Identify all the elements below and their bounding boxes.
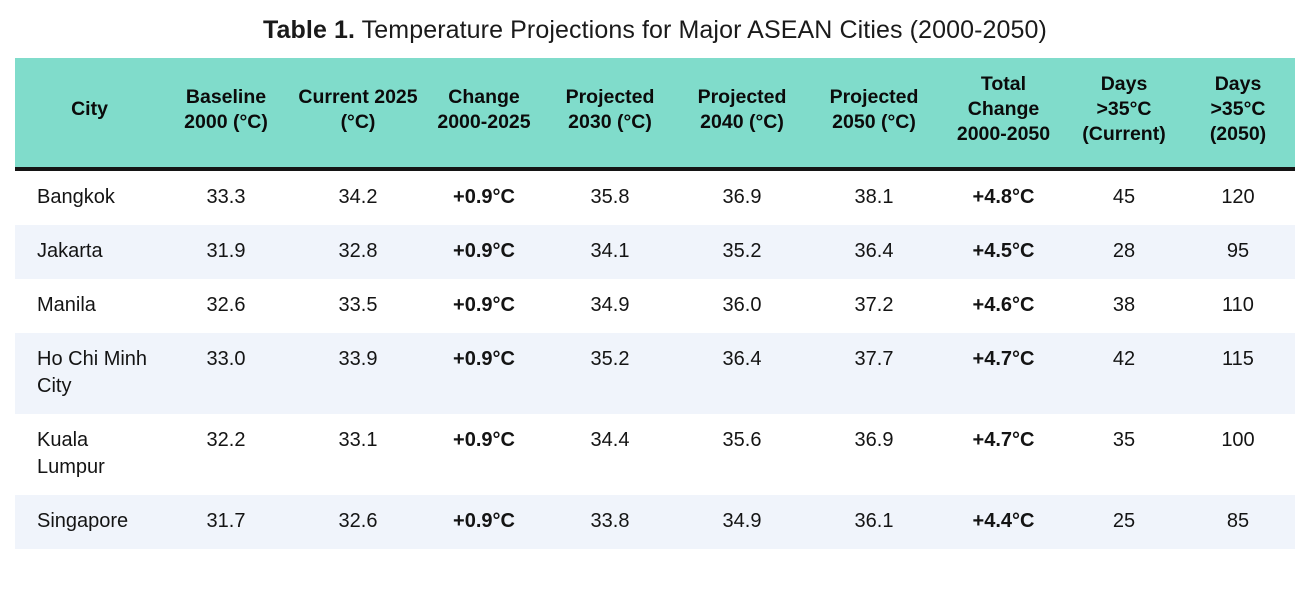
cell-baseline-2000: 32.2: [160, 414, 292, 495]
cell-change-2000-2025: +0.9°C: [424, 225, 544, 279]
cell-baseline-2000: 32.6: [160, 279, 292, 333]
table-row: Ho Chi Minh City 33.0 33.9 +0.9°C 35.2 3…: [15, 333, 1295, 414]
cell-projected-2050: 36.1: [808, 495, 940, 549]
column-header-total-change-2000-2050: Total Change 2000-2050: [940, 58, 1067, 169]
cell-projected-2030: 34.4: [544, 414, 676, 495]
cell-projected-2030: 35.2: [544, 333, 676, 414]
cell-total-change: +4.7°C: [940, 333, 1067, 414]
cell-total-change: +4.8°C: [940, 169, 1067, 225]
cell-current-2025: 34.2: [292, 169, 424, 225]
table-title-text: Temperature Projections for Major ASEAN …: [355, 16, 1047, 44]
cell-change-2000-2025: +0.9°C: [424, 414, 544, 495]
table-row: Jakarta 31.9 32.8 +0.9°C 34.1 35.2 36.4 …: [15, 225, 1295, 279]
cell-projected-2040: 35.6: [676, 414, 808, 495]
cell-projected-2040: 34.9: [676, 495, 808, 549]
cell-baseline-2000: 31.7: [160, 495, 292, 549]
table-row: Manila 32.6 33.5 +0.9°C 34.9 36.0 37.2 +…: [15, 279, 1295, 333]
column-header-projected-2050: Projected 2050 (°C): [808, 58, 940, 169]
cell-days-above-35-current: 38: [1067, 279, 1181, 333]
cell-total-change: +4.7°C: [940, 414, 1067, 495]
cell-current-2025: 33.5: [292, 279, 424, 333]
cell-days-above-35-2050: 85: [1181, 495, 1295, 549]
cell-projected-2040: 36.4: [676, 333, 808, 414]
table-row: Bangkok 33.3 34.2 +0.9°C 35.8 36.9 38.1 …: [15, 169, 1295, 225]
cell-city: Bangkok: [15, 169, 160, 225]
cell-total-change: +4.4°C: [940, 495, 1067, 549]
cell-projected-2040: 35.2: [676, 225, 808, 279]
cell-days-above-35-current: 25: [1067, 495, 1181, 549]
cell-city: Jakarta: [15, 225, 160, 279]
cell-days-above-35-current: 42: [1067, 333, 1181, 414]
table-header: City Baseline 2000 (°C) Current 2025 (°C…: [15, 58, 1295, 169]
cell-baseline-2000: 31.9: [160, 225, 292, 279]
cell-baseline-2000: 33.3: [160, 169, 292, 225]
column-header-city: City: [15, 58, 160, 169]
cell-change-2000-2025: +0.9°C: [424, 495, 544, 549]
table-caption: Table 1. Temperature Projections for Maj…: [0, 0, 1310, 58]
cell-days-above-35-2050: 110: [1181, 279, 1295, 333]
cell-days-above-35-2050: 115: [1181, 333, 1295, 414]
cell-current-2025: 32.6: [292, 495, 424, 549]
table-row: Kuala Lumpur 32.2 33.1 +0.9°C 34.4 35.6 …: [15, 414, 1295, 495]
table-number-label: Table 1.: [263, 16, 356, 44]
cell-change-2000-2025: +0.9°C: [424, 169, 544, 225]
cell-city: Singapore: [15, 495, 160, 549]
cell-current-2025: 33.1: [292, 414, 424, 495]
column-header-projected-2040: Projected 2040 (°C): [676, 58, 808, 169]
column-header-days-above-35-current: Days >35°C (Current): [1067, 58, 1181, 169]
cell-projected-2050: 36.4: [808, 225, 940, 279]
cell-days-above-35-current: 35: [1067, 414, 1181, 495]
page-title: Table 1. Temperature Projections for Maj…: [0, 14, 1310, 46]
cell-projected-2030: 34.1: [544, 225, 676, 279]
cell-current-2025: 33.9: [292, 333, 424, 414]
cell-total-change: +4.5°C: [940, 225, 1067, 279]
cell-projected-2050: 37.7: [808, 333, 940, 414]
table-row: Singapore 31.7 32.6 +0.9°C 33.8 34.9 36.…: [15, 495, 1295, 549]
cell-days-above-35-current: 28: [1067, 225, 1181, 279]
cell-projected-2030: 33.8: [544, 495, 676, 549]
cell-projected-2030: 35.8: [544, 169, 676, 225]
column-header-days-above-35-2050: Days >35°C (2050): [1181, 58, 1295, 169]
cell-city: Ho Chi Minh City: [15, 333, 160, 414]
cell-projected-2050: 37.2: [808, 279, 940, 333]
cell-projected-2050: 36.9: [808, 414, 940, 495]
column-header-change-2000-2025: Change 2000-2025: [424, 58, 544, 169]
cell-projected-2040: 36.9: [676, 169, 808, 225]
cell-current-2025: 32.8: [292, 225, 424, 279]
table-container: City Baseline 2000 (°C) Current 2025 (°C…: [15, 58, 1295, 549]
cell-projected-2040: 36.0: [676, 279, 808, 333]
column-header-current-2025: Current 2025 (°C): [292, 58, 424, 169]
cell-baseline-2000: 33.0: [160, 333, 292, 414]
table-body: Bangkok 33.3 34.2 +0.9°C 35.8 36.9 38.1 …: [15, 169, 1295, 549]
column-header-projected-2030: Projected 2030 (°C): [544, 58, 676, 169]
temperature-projections-table: City Baseline 2000 (°C) Current 2025 (°C…: [15, 58, 1295, 549]
cell-change-2000-2025: +0.9°C: [424, 333, 544, 414]
cell-days-above-35-2050: 95: [1181, 225, 1295, 279]
cell-days-above-35-2050: 120: [1181, 169, 1295, 225]
cell-projected-2030: 34.9: [544, 279, 676, 333]
cell-city: Kuala Lumpur: [15, 414, 160, 495]
header-row: City Baseline 2000 (°C) Current 2025 (°C…: [15, 58, 1295, 169]
cell-change-2000-2025: +0.9°C: [424, 279, 544, 333]
cell-days-above-35-2050: 100: [1181, 414, 1295, 495]
cell-projected-2050: 38.1: [808, 169, 940, 225]
cell-city: Manila: [15, 279, 160, 333]
cell-total-change: +4.6°C: [940, 279, 1067, 333]
cell-days-above-35-current: 45: [1067, 169, 1181, 225]
column-header-baseline-2000: Baseline 2000 (°C): [160, 58, 292, 169]
